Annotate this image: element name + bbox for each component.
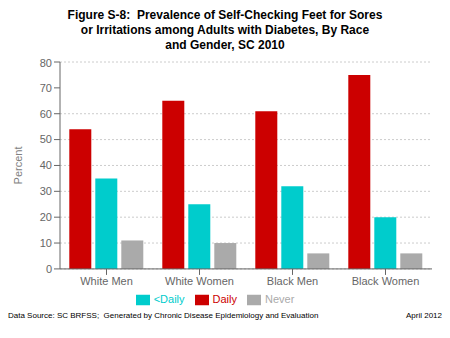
svg-text:50: 50 [40, 133, 52, 145]
svg-text:White Men: White Men [80, 275, 133, 287]
html-text:or Irritations among Adults wi: or Irritations among Adults with Diabete… [80, 23, 370, 37]
svg-text:Percent: Percent [12, 146, 24, 184]
svg-text:10: 10 [40, 237, 52, 249]
svg-text:70: 70 [40, 82, 52, 94]
svg-text:Black Men: Black Men [267, 275, 318, 287]
svg-text:Black Women: Black Women [352, 275, 420, 287]
svg-text:20: 20 [40, 211, 52, 223]
svg-text:White Women: White Women [165, 275, 234, 287]
svg-text:80: 80 [40, 57, 52, 69]
html-text:Data Source: SC BRFSS; Generat: Data Source: SC BRFSS; Generated by Chro… [8, 311, 319, 320]
svg-text:60: 60 [40, 108, 52, 120]
html-text:and Gender, SC 2010: and Gender, SC 2010 [165, 38, 285, 52]
svg-text:40: 40 [40, 159, 52, 171]
html-text:Figure S-8: Prevalence of Self: Figure S-8: Prevalence of Self-Checking … [67, 8, 383, 22]
html-text:Daily: Daily [212, 292, 237, 305]
html-text:April 2012: April 2012 [406, 311, 442, 320]
html-text:Never: Never [265, 292, 295, 305]
svg-text:30: 30 [40, 185, 52, 197]
html-text:<Daily: <Daily [153, 292, 185, 305]
svg-text:0: 0 [46, 263, 52, 275]
